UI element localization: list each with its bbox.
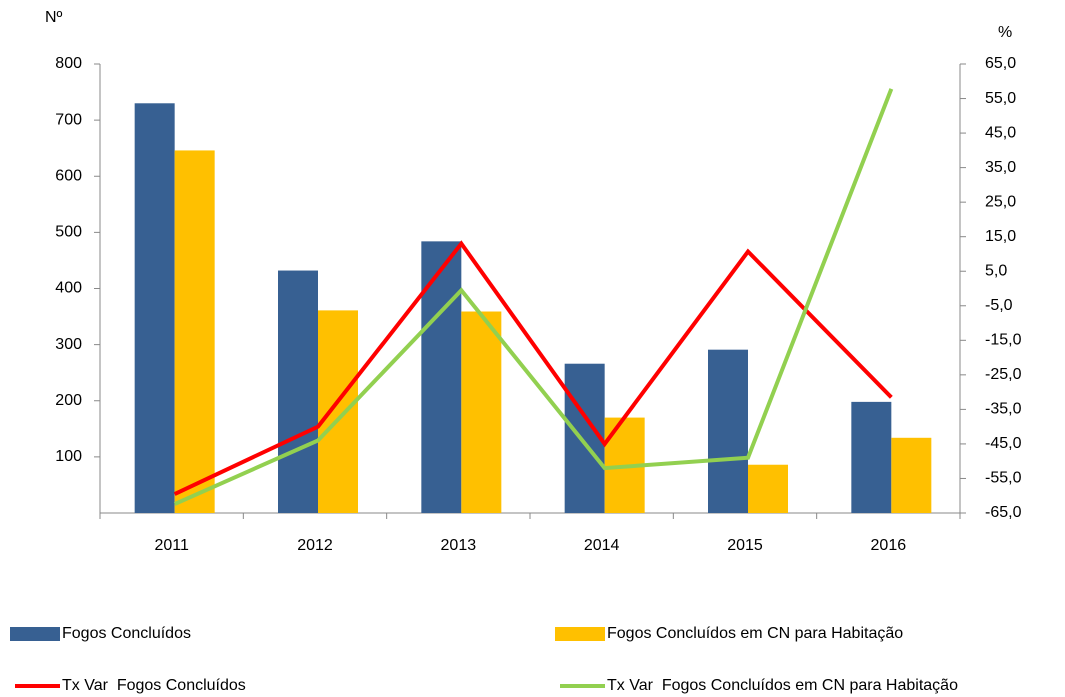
- bar: [564, 363, 605, 513]
- y2-tick-label: 65,0: [985, 55, 1016, 72]
- y2-tick-label: -5,0: [985, 297, 1013, 314]
- y2-tick-label: -45,0: [985, 435, 1022, 452]
- y2-tick-label: -15,0: [985, 332, 1022, 349]
- y-tick-label: 300: [55, 336, 82, 353]
- y2-tick-label: 55,0: [985, 90, 1016, 107]
- legend-label: Fogos Concluídos em CN para Habitação: [607, 625, 903, 642]
- y2-tick-label: 15,0: [985, 228, 1016, 245]
- x-tick-label: 2013: [441, 537, 477, 554]
- bar: [134, 103, 175, 513]
- bar: [461, 311, 502, 513]
- bar: [851, 401, 892, 513]
- bar: [891, 437, 932, 513]
- legend-label: Fogos Concluídos: [62, 625, 191, 642]
- y2-tick-label: -35,0: [985, 401, 1022, 418]
- y-tick-label: 700: [55, 111, 82, 128]
- bar: [708, 349, 748, 513]
- x-tick-label: 2016: [871, 537, 907, 554]
- x-tick-label: 2015: [727, 537, 763, 554]
- bar: [318, 310, 358, 513]
- y2-tick-label: -55,0: [985, 470, 1022, 487]
- y-tick-label: 400: [55, 280, 82, 297]
- y-tick-label: 600: [55, 167, 82, 184]
- legend-swatch: [555, 627, 605, 641]
- legend-label: Tx Var Fogos Concluídos: [62, 677, 246, 694]
- y-tick-label: 800: [55, 55, 82, 72]
- y2-tick-label: 35,0: [985, 159, 1016, 176]
- bar: [278, 270, 318, 513]
- line: [173, 88, 894, 506]
- y2-tick-label: 5,0: [985, 262, 1007, 279]
- x-tick-label: 2014: [584, 537, 620, 554]
- bar: [174, 150, 215, 513]
- bar: [421, 241, 462, 514]
- y-tick-label: 100: [55, 448, 82, 465]
- x-tick-label: 2012: [297, 537, 333, 554]
- y2-tick-label: -65,0: [985, 504, 1022, 521]
- y-tick-label: 200: [55, 392, 82, 409]
- y-tick-label: 500: [55, 224, 82, 241]
- legend-label: Tx Var Fogos Concluídos em CN para Habit…: [607, 677, 958, 694]
- legend-swatch: [10, 627, 60, 641]
- y-axis-title: Nº: [45, 9, 63, 26]
- y2-tick-label: 25,0: [985, 193, 1016, 210]
- y2-tick-label: 45,0: [985, 124, 1016, 141]
- bar: [748, 464, 788, 513]
- y2-axis-title: %: [998, 24, 1012, 41]
- x-tick-label: 2011: [154, 537, 189, 554]
- line: [173, 240, 893, 496]
- y2-tick-label: -25,0: [985, 366, 1022, 383]
